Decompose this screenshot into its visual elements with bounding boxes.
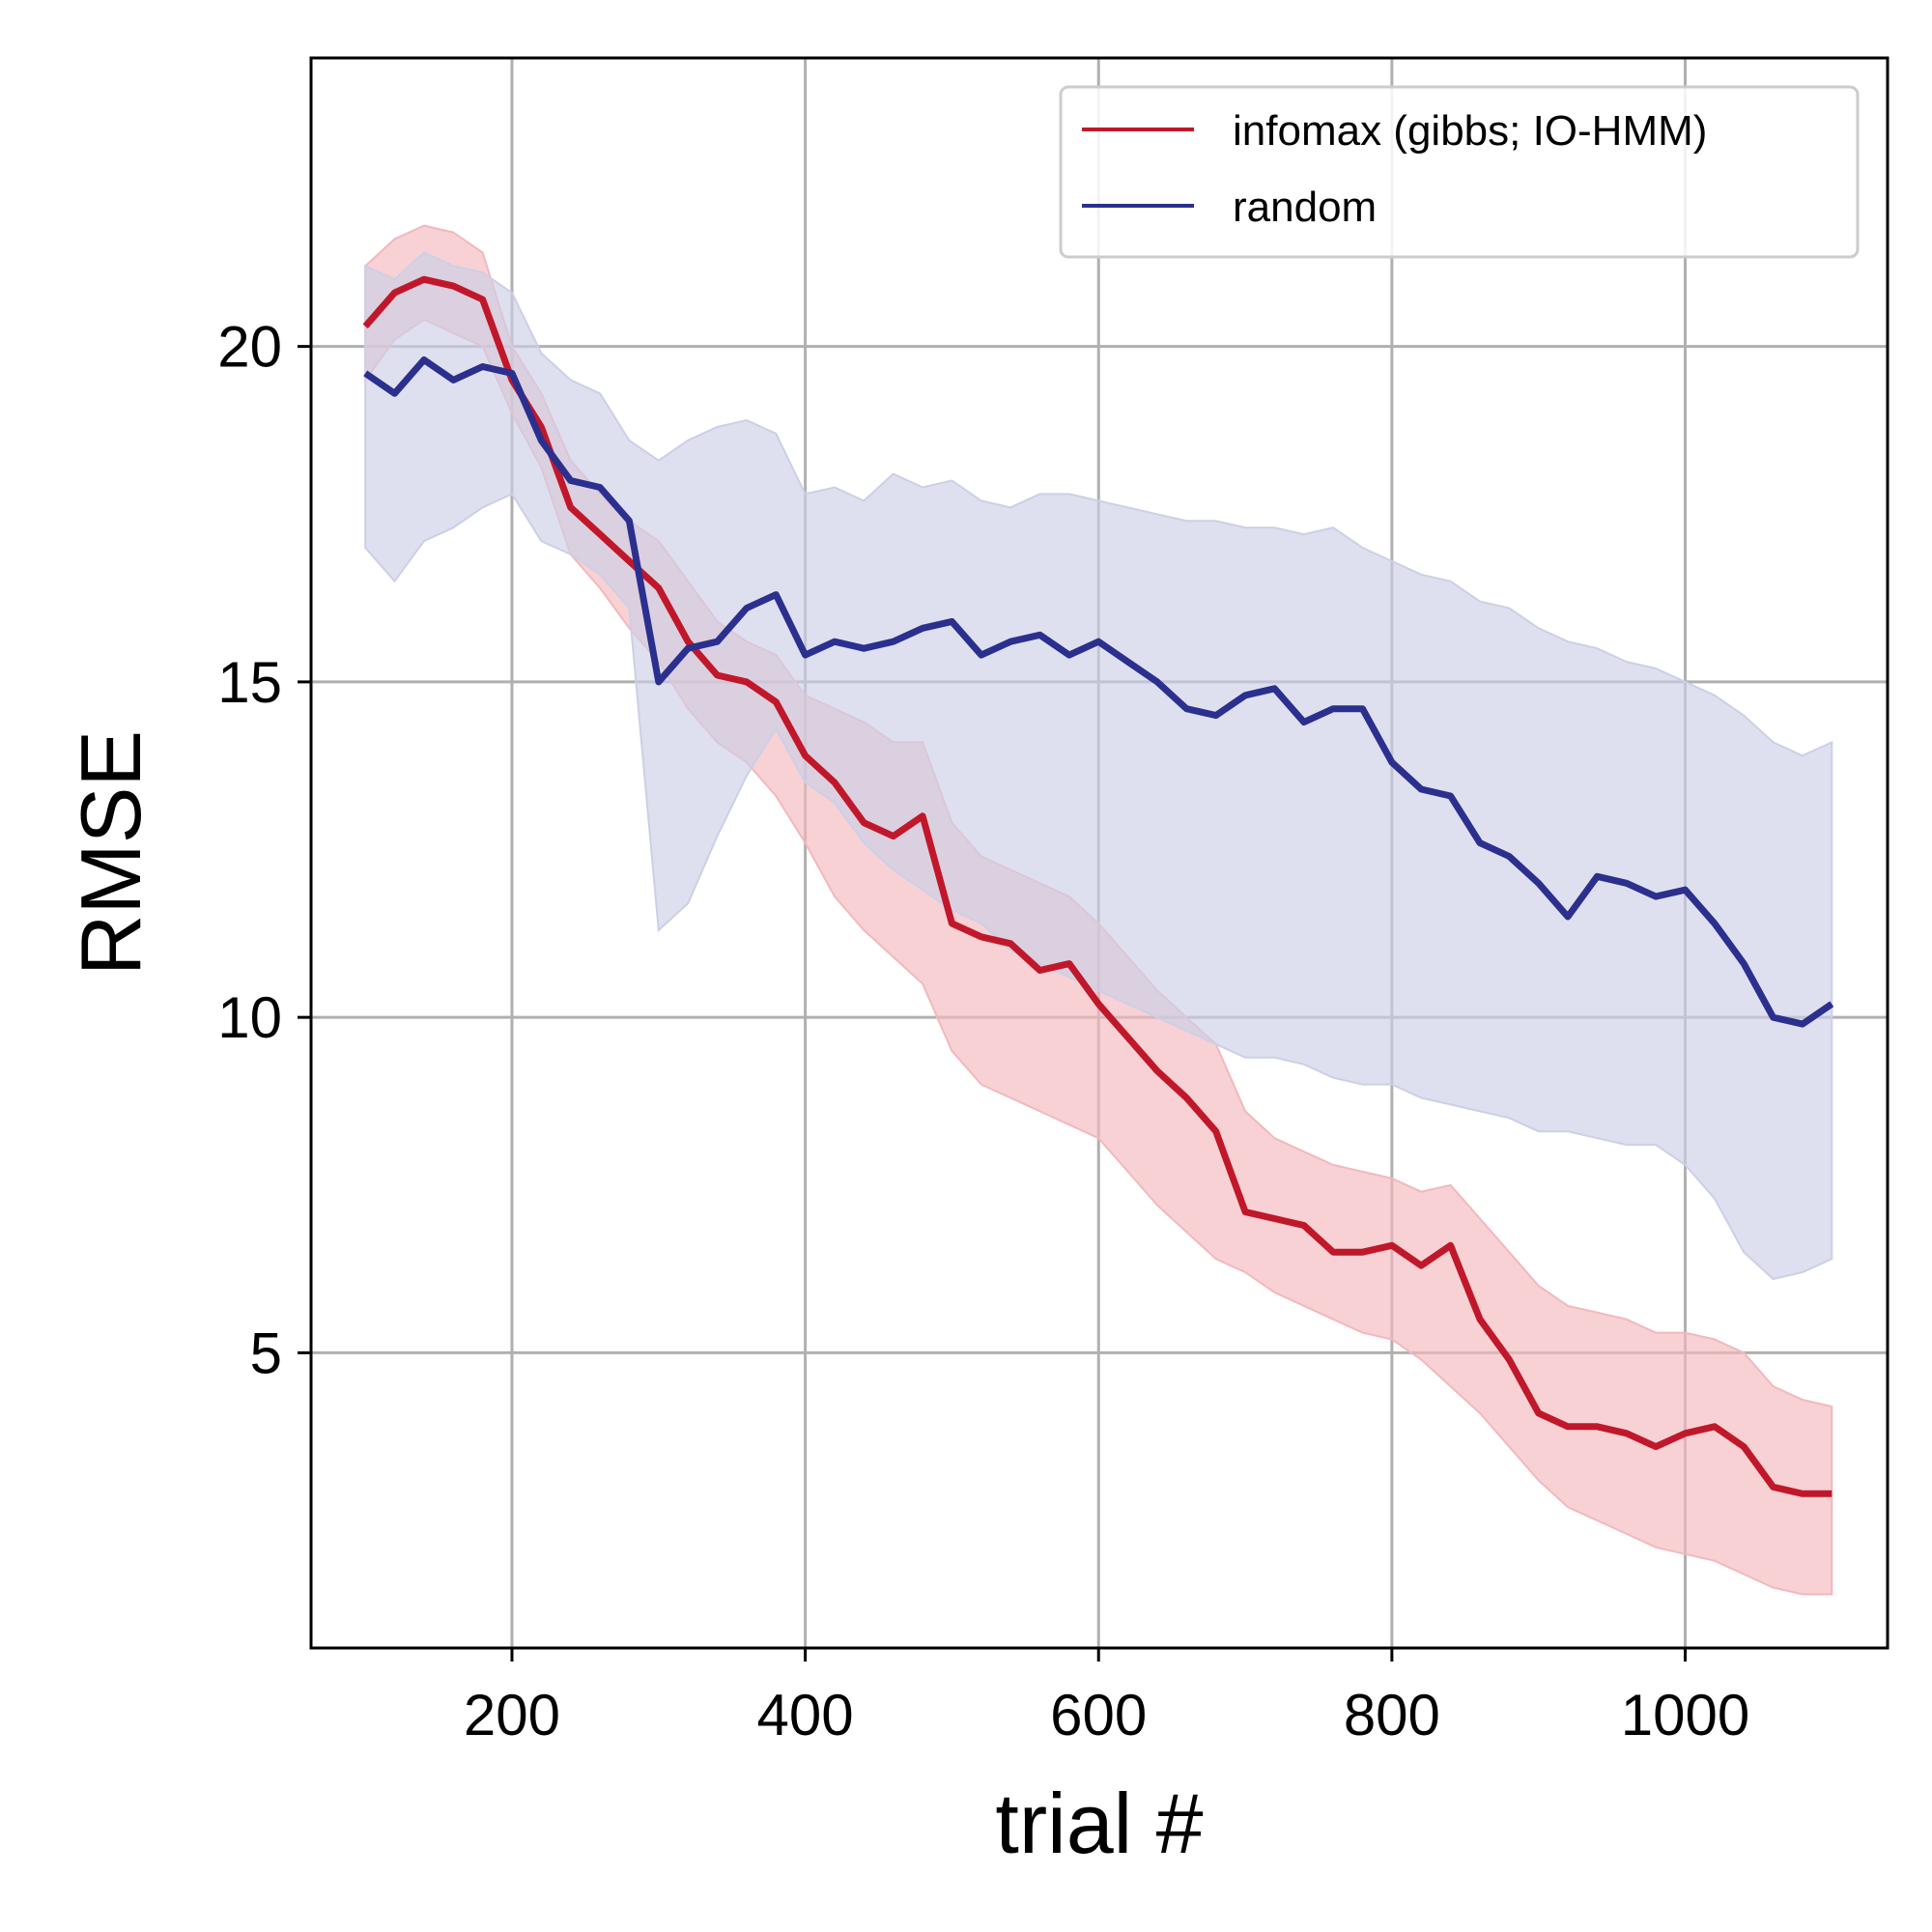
y-axis-label: RMSE bbox=[63, 730, 158, 976]
y-tick-label: 10 bbox=[217, 985, 282, 1050]
legend-label-random: random bbox=[1233, 184, 1377, 231]
y-tick-label: 5 bbox=[250, 1321, 282, 1385]
x-tick-label: 1000 bbox=[1621, 1683, 1749, 1747]
x-tick-label: 200 bbox=[464, 1683, 560, 1747]
series-line-infomax bbox=[362, 275, 1833, 1497]
legend: infomax (gibbs; IO-HMM) random bbox=[1059, 85, 1860, 259]
legend-box bbox=[1059, 85, 1860, 259]
confidence-bands bbox=[364, 224, 1833, 1596]
y-axis-ticks: 5 10 15 20 bbox=[217, 315, 311, 1385]
y-tick-label: 20 bbox=[217, 315, 282, 380]
x-tick-label: 400 bbox=[757, 1683, 854, 1747]
band-random bbox=[364, 251, 1833, 1281]
x-tick-label: 600 bbox=[1050, 1683, 1147, 1747]
x-axis-ticks: 200 400 600 800 1000 bbox=[464, 1648, 1749, 1747]
y-tick-label: 15 bbox=[217, 650, 282, 715]
series-line-random bbox=[363, 356, 1834, 1028]
x-axis-label: trial # bbox=[995, 1776, 1203, 1871]
legend-label-infomax: infomax (gibbs; IO-HMM) bbox=[1233, 107, 1707, 155]
x-tick-label: 800 bbox=[1344, 1683, 1440, 1747]
series-lines bbox=[362, 275, 1834, 1497]
